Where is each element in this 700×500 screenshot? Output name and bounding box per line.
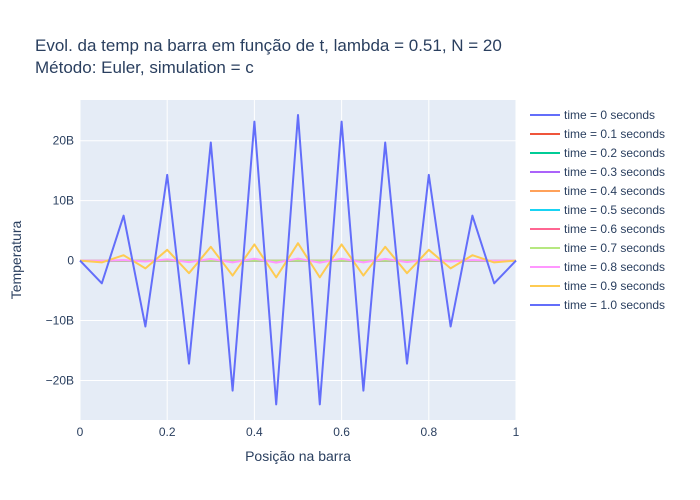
legend-item[interactable]: time = 0.4 seconds xyxy=(530,184,665,198)
chart-title-line1: Evol. da temp na barra em função de t, l… xyxy=(35,36,502,55)
x-tick-label: 0.4 xyxy=(246,425,263,439)
y-tick-label: −10B xyxy=(46,314,74,328)
y-tick-label: 0 xyxy=(67,254,74,268)
series-line-10 xyxy=(79,113,517,406)
y-tick-label: 20B xyxy=(53,134,74,148)
legend-label: time = 0.4 seconds xyxy=(564,184,665,198)
x-tick-label: 0.8 xyxy=(420,425,437,439)
y-axis-title: Temperatura xyxy=(8,220,24,299)
legend-item[interactable]: time = 0.7 seconds xyxy=(530,241,665,255)
legend-label: time = 1.0 seconds xyxy=(564,298,665,312)
legend-label: time = 0.8 seconds xyxy=(564,260,665,274)
legend-label: time = 0.3 seconds xyxy=(564,165,665,179)
legend-label: time = 0.9 seconds xyxy=(564,279,665,293)
x-tick-label: 0 xyxy=(77,425,84,439)
legend-label: time = 0.6 seconds xyxy=(564,222,665,236)
chart-title-line2: Método: Euler, simulation = c xyxy=(35,58,254,77)
legend-label: time = 0.7 seconds xyxy=(564,241,665,255)
legend-item[interactable]: time = 0.5 seconds xyxy=(530,203,665,217)
x-tick-label: 0.2 xyxy=(159,425,176,439)
x-tick-label: 1 xyxy=(513,425,520,439)
legend-label: time = 0.1 seconds xyxy=(564,127,665,141)
series-line-9 xyxy=(79,242,517,279)
series-line-8 xyxy=(79,257,517,264)
x-tick-label: 0.6 xyxy=(333,425,350,439)
legend-label: time = 0.2 seconds xyxy=(564,146,665,160)
tick-labels: 0 0.2 0.4 0.6 0.8 1 −20B −10B 0 10B 20B xyxy=(46,134,520,439)
series-lines xyxy=(79,113,517,406)
legend-item[interactable]: time = 0.1 seconds xyxy=(530,127,665,141)
y-tick-label: −20B xyxy=(46,373,74,387)
legend[interactable]: time = 0 seconds time = 0.1 seconds time =… xyxy=(530,108,665,312)
legend-item[interactable]: time = 0.3 seconds xyxy=(530,165,665,179)
y-tick-label: 10B xyxy=(53,194,74,208)
legend-item[interactable]: time = 1.0 seconds xyxy=(530,298,665,312)
legend-item[interactable]: time = 0.9 seconds xyxy=(530,279,665,293)
legend-item[interactable]: time = 0.6 seconds xyxy=(530,222,665,236)
legend-label: time = 0 seconds xyxy=(564,108,655,122)
legend-item[interactable]: time = 0 seconds xyxy=(530,108,655,122)
legend-item[interactable]: time = 0.8 seconds xyxy=(530,260,665,274)
x-axis-title: Posição na barra xyxy=(245,448,351,464)
legend-label: time = 0.5 seconds xyxy=(564,203,665,217)
legend-item[interactable]: time = 0.2 seconds xyxy=(530,146,665,160)
